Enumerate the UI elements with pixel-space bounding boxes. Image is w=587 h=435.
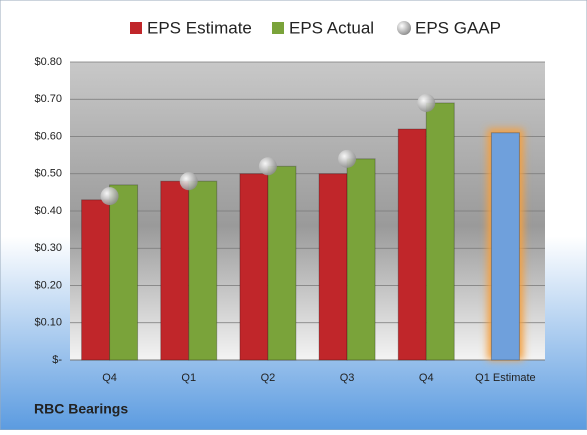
y-tick-label: $0.10	[34, 317, 62, 329]
legend-marker	[272, 22, 284, 34]
point	[258, 157, 277, 176]
bar	[81, 199, 111, 361]
bar	[239, 173, 269, 361]
bar	[318, 173, 348, 361]
legend-label: EPS Actual	[289, 18, 374, 37]
legend-marker	[397, 21, 411, 35]
y-tick-label: $-	[52, 354, 62, 366]
x-tick-label: Q4	[419, 372, 434, 384]
y-tick-label: $0.70	[34, 93, 62, 105]
bar	[425, 102, 455, 361]
x-tick-label: Q1 Estimate	[475, 372, 536, 384]
y-tick-label: $0.50	[34, 168, 62, 180]
x-tick-label: Q3	[340, 372, 355, 384]
bar	[346, 158, 376, 361]
point	[417, 93, 436, 112]
chart-title: RBC Bearings	[34, 401, 128, 417]
point	[338, 149, 357, 168]
bar	[490, 132, 520, 361]
bar	[160, 180, 190, 361]
y-tick-label: $0.60	[34, 130, 62, 142]
bar	[267, 165, 297, 361]
y-tick-label: $0.40	[34, 205, 62, 217]
bar	[109, 184, 139, 361]
x-tick-label: Q1	[181, 372, 196, 384]
y-tick-label: $0.80	[34, 56, 62, 68]
legend-marker	[130, 22, 142, 34]
bar	[188, 180, 218, 361]
bar	[397, 128, 427, 361]
x-tick-label: Q2	[261, 372, 276, 384]
legend-label: EPS GAAP	[415, 18, 501, 37]
y-tick-label: $0.30	[34, 242, 62, 254]
x-tick-label: Q4	[102, 372, 117, 384]
point	[179, 172, 198, 191]
y-tick-label: $0.20	[34, 279, 62, 291]
point	[100, 187, 119, 206]
legend-label: EPS Estimate	[147, 18, 252, 37]
